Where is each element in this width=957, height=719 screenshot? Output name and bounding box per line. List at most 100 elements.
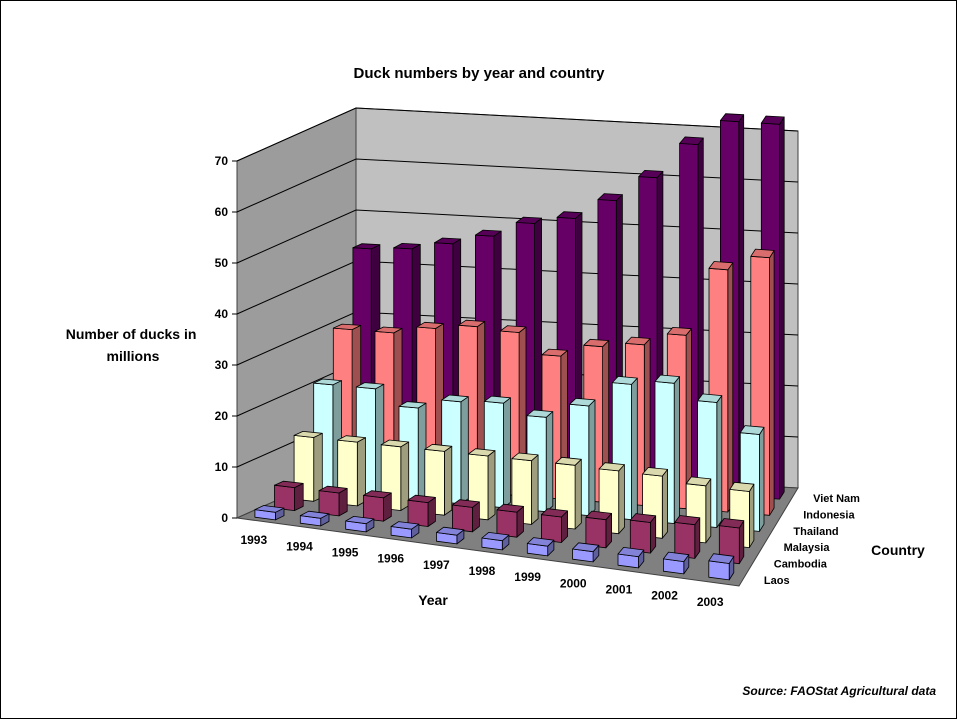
bar-top <box>583 338 610 348</box>
bar <box>363 490 392 522</box>
bar <box>674 515 701 559</box>
bar-side <box>661 468 668 539</box>
bar-top <box>393 242 421 250</box>
bar <box>451 499 480 533</box>
z-axis-title: Country <box>871 542 925 558</box>
bar-top <box>708 261 734 271</box>
bar-top <box>585 510 612 521</box>
x-tick-label: 1996 <box>377 552 404 566</box>
bar-top <box>345 516 375 525</box>
bar-top <box>363 490 392 499</box>
bar-top <box>355 382 385 390</box>
bar-side <box>294 482 304 512</box>
bar-side <box>769 250 775 516</box>
bar <box>685 476 712 544</box>
bar-top <box>451 499 480 508</box>
bar-top <box>436 526 465 536</box>
bar-top <box>541 508 568 518</box>
bar-side <box>531 454 539 525</box>
bar-top <box>332 323 362 331</box>
x-tick-label: 2000 <box>560 576 587 590</box>
bar-side <box>749 483 755 548</box>
bar-top <box>474 229 502 237</box>
bar-front <box>496 509 518 538</box>
y-tick-label: 20 <box>215 409 229 423</box>
bar-top <box>629 513 657 523</box>
bar-top <box>467 448 496 457</box>
bar <box>299 510 330 527</box>
bar-top <box>526 409 554 418</box>
x-tick-label: 2003 <box>697 595 724 609</box>
y-tick-label: 10 <box>215 460 229 474</box>
plot-area: 0 10 20 30 40 50 60 70 1993 1994 1995 1996 1997 1998 1… <box>215 107 860 609</box>
bar-front <box>629 519 651 554</box>
y-tick-label: 40 <box>215 307 229 321</box>
bar <box>407 494 436 527</box>
bar-side <box>673 376 680 524</box>
x-tick-label: 2001 <box>606 583 633 597</box>
bar-top <box>555 456 582 466</box>
bar-top <box>458 319 486 328</box>
bar-top <box>611 375 638 385</box>
bar-top <box>541 348 568 357</box>
y-tick-label: 70 <box>215 154 229 168</box>
bar-top <box>642 467 668 477</box>
bar-top <box>697 393 723 403</box>
bar-front <box>318 490 340 517</box>
bar-top <box>638 169 664 179</box>
z-tick-label: Cambodia <box>774 559 828 571</box>
bar-side <box>716 395 723 528</box>
x-tick-label: 1999 <box>514 570 541 584</box>
bar-top <box>739 425 765 435</box>
bar-top <box>390 521 420 530</box>
bar-top <box>674 515 701 526</box>
bar-top <box>483 395 511 404</box>
bar-side <box>443 445 453 516</box>
bar <box>345 516 375 533</box>
bar-side <box>779 116 785 500</box>
x-tick-label: 2002 <box>651 589 678 603</box>
bar-top <box>293 430 323 438</box>
bar <box>572 542 600 563</box>
bar-top <box>515 216 542 224</box>
y-axis-title: Number of ducks in millions <box>66 326 201 364</box>
y-tick-label: 0 <box>221 511 228 525</box>
bar-top <box>597 193 623 202</box>
z-tick-label: Thailand <box>793 526 838 538</box>
z-tick-label: Indonesia <box>803 510 855 522</box>
bar-top <box>625 336 651 346</box>
bar-top <box>352 243 381 250</box>
bar <box>526 537 555 557</box>
bar-top <box>572 542 600 553</box>
bar-top <box>299 510 330 519</box>
bar-side <box>705 478 712 544</box>
bar-top <box>750 248 775 259</box>
bar-side <box>618 464 625 535</box>
chart-title: Duck numbers by year and country <box>354 65 606 82</box>
bar-top <box>499 325 527 333</box>
bar-top <box>526 537 555 547</box>
x-tick-label: 1997 <box>423 558 450 572</box>
bar-side <box>460 396 469 505</box>
z-tick-label: Laos <box>764 575 790 587</box>
x-axis-title: Year <box>418 592 448 608</box>
z-tick-label: Viet Nam <box>813 493 860 505</box>
bar-side <box>400 441 410 511</box>
bar-side <box>588 399 596 516</box>
y-tick-label: 30 <box>215 358 229 372</box>
bar-top <box>720 113 745 123</box>
bar-top <box>556 211 583 219</box>
bar-front <box>451 504 473 533</box>
bar <box>436 526 465 545</box>
x-tick-label: 1998 <box>469 564 496 578</box>
bar <box>708 553 735 581</box>
bar-side <box>631 377 638 520</box>
bar-side <box>574 458 582 530</box>
bar-top <box>718 518 745 529</box>
bar-top <box>598 462 625 472</box>
bar-top <box>654 374 680 384</box>
gridline <box>236 107 799 162</box>
bar-top <box>416 321 444 329</box>
bar-front <box>585 516 607 549</box>
